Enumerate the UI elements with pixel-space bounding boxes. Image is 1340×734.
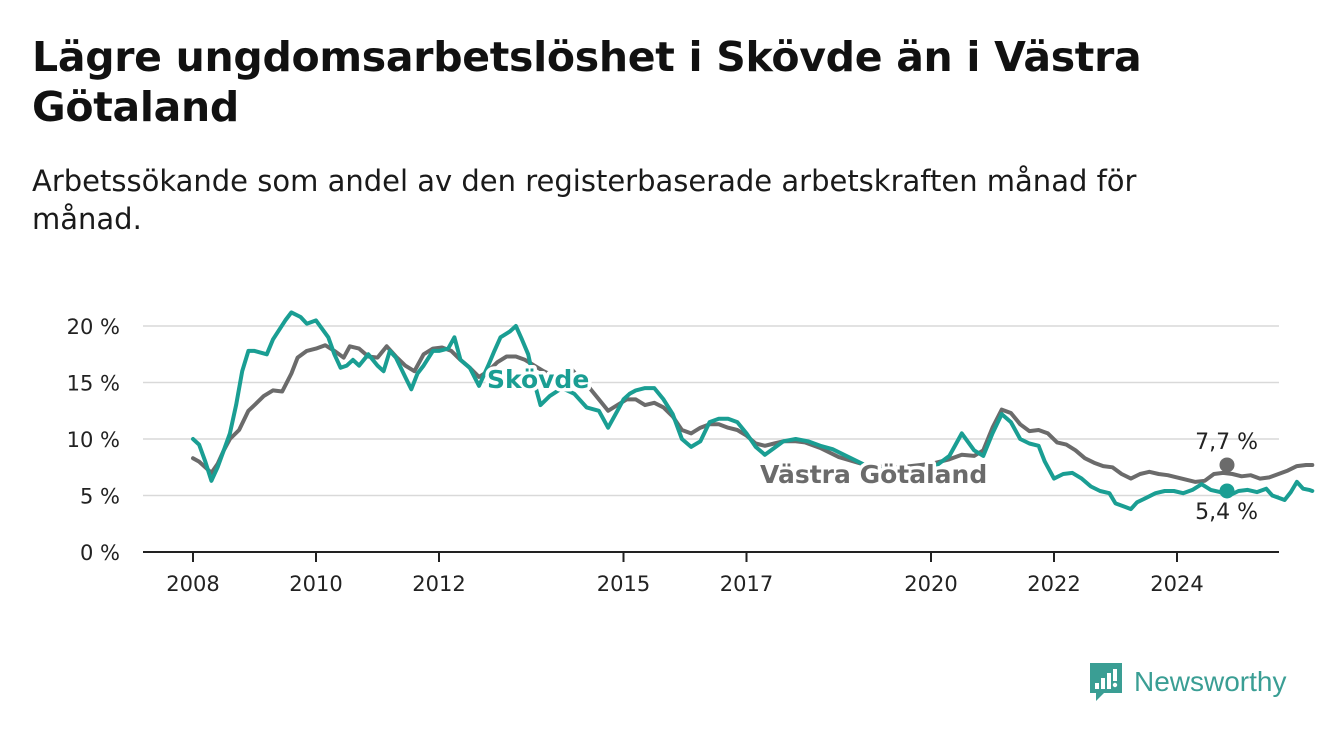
x-tick-label: 2012 <box>412 572 465 596</box>
chart-subtitle: Arbetssökande som andel av den registerb… <box>32 164 1137 236</box>
series-label-vastra-gotaland: Västra Götaland <box>760 460 987 489</box>
x-tick-label: 2008 <box>166 572 219 596</box>
series-label-skovde: Skövde <box>487 365 589 394</box>
series-line-skovde <box>191 310 1315 512</box>
chart-title: Lägre ungdomsarbetslöshet i Skövde än i … <box>32 33 1142 131</box>
newsworthy-logo: Newsworthy <box>1088 660 1286 704</box>
end-label-vastra-gotaland: 7,7 % <box>1195 430 1258 455</box>
x-axis-ticks: 2008 2010 2012 2015 2017 2020 2022 2024 <box>166 552 1204 596</box>
series-labels: Skövde Västra Götaland <box>484 362 991 493</box>
end-points: 7,7 % 5,4 % <box>1195 430 1258 525</box>
x-tick-label: 2017 <box>720 572 773 596</box>
y-tick-label: 10 % <box>67 428 120 452</box>
series-lines <box>191 310 1315 512</box>
x-tick-label: 2015 <box>597 572 650 596</box>
y-tick-label: 15 % <box>67 372 120 396</box>
logo-text: Newsworthy <box>1134 666 1287 697</box>
end-label-skovde: 5,4 % <box>1195 500 1258 525</box>
x-tick-label: 2010 <box>289 572 342 596</box>
end-point-vastra-gotaland <box>1219 457 1235 473</box>
x-tick-label: 2024 <box>1150 572 1203 596</box>
x-tick-label: 2020 <box>904 572 957 596</box>
y-tick-label: 5 % <box>80 485 120 509</box>
y-tick-label: 0 % <box>80 541 120 565</box>
grid-lines <box>143 325 1279 553</box>
end-point-skovde <box>1219 483 1235 499</box>
y-tick-label: 20 % <box>67 315 120 339</box>
y-axis-ticks: 0 % 5 % 10 % 15 % 20 % <box>67 315 120 565</box>
series-line-vastra-gotaland <box>191 343 1315 484</box>
bar-chart-bubble-icon <box>1090 663 1122 701</box>
x-tick-label: 2022 <box>1027 572 1080 596</box>
